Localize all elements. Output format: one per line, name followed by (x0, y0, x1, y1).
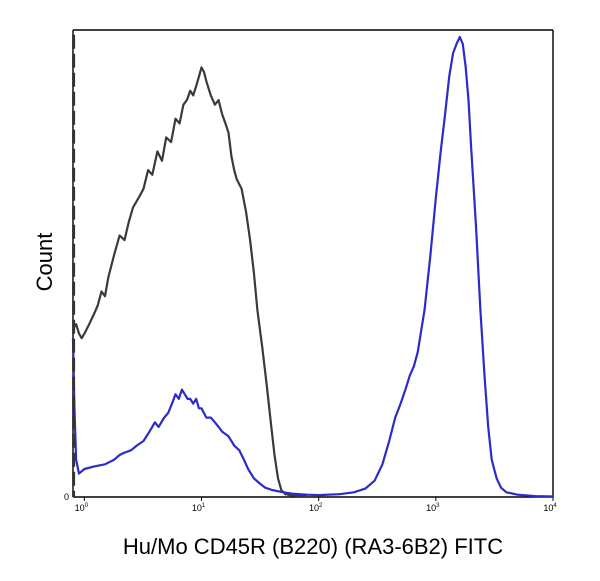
series-line-0 (72, 66, 308, 498)
x-tick-label-0: 100 (75, 503, 89, 513)
y-ticks: 0 (64, 492, 69, 502)
series-layer (71, 34, 554, 498)
x-tick-label-1: 101 (192, 503, 206, 513)
x-tick-label-2: 102 (309, 503, 323, 513)
x-tick-label-3: 103 (426, 503, 440, 513)
y-tick-label-0: 0 (64, 492, 69, 502)
x-tick-label-4: 104 (543, 503, 557, 513)
plot-frame (72, 29, 554, 498)
x-ticks: 100 101 102 103 104 (75, 497, 557, 513)
series-line-1 (71, 35, 554, 498)
x-axis-title: Hu/Mo CD45R (B220) (RA3-6B2) FITC (123, 534, 503, 559)
y-axis-title: Count (32, 233, 57, 292)
